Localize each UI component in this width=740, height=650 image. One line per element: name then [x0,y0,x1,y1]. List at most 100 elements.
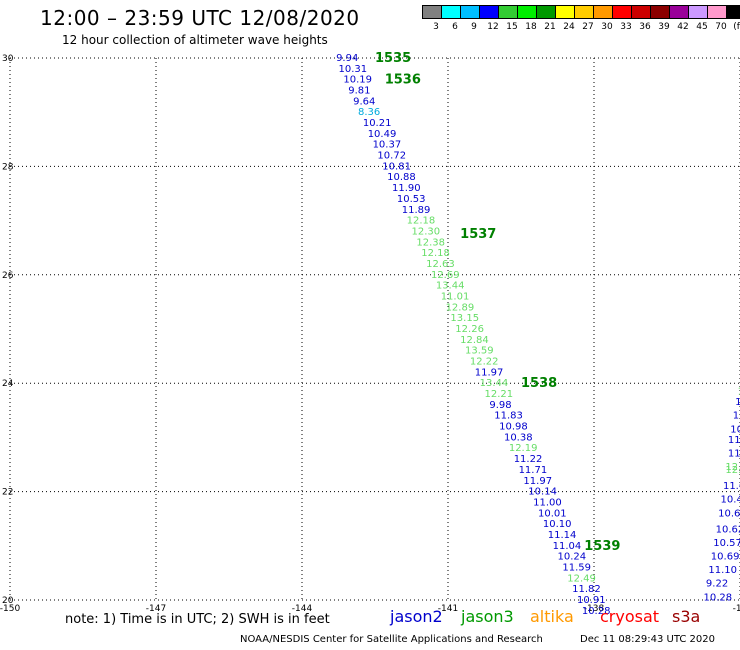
swh-value-label: 9.81 [348,86,370,97]
swh-value-label: 12.26 [455,324,484,335]
swh-value-label: 11.04 [553,541,582,552]
x-tick-label: -141 [438,604,458,614]
legend-label: 70 [715,22,727,32]
swh-value-label: 11.90 [392,183,421,194]
swh-value-label: 12.56 [725,465,740,476]
y-tick-label: 26 [2,271,14,281]
legend-label: 3 [433,22,439,32]
x-tick-label: -144 [292,604,313,614]
swh-value-label: 12.30 [412,226,441,237]
swh-value-label: 12.52 [725,462,740,473]
swh-value-label: 10.01 [538,508,567,519]
orbit-number-label: 1538 [521,376,557,391]
y-tick-label: 24 [2,379,14,389]
swh-value-label: 10.62 [716,525,740,536]
swh-value-label: 11.71 [519,465,548,476]
swh-value-label: 10.19 [343,75,372,86]
satellite-cryosat: cryosat [600,607,660,626]
x-tick-label: -13 [733,604,740,614]
y-tick-label: 28 [2,162,14,172]
swh-value-label: 9.98 [489,400,511,411]
swh-value-label: 10.10 [543,519,572,530]
legend-label: 18 [525,22,537,32]
swh-value-label: 10.53 [397,194,426,205]
swh-value-label: 12.22 [470,357,499,368]
orbit-number-label: 1539 [584,539,620,554]
y-tick-label: 20 [2,596,14,606]
x-tick-label: -138 [584,604,605,614]
swh-value-label: 11.59 [562,562,591,573]
legend-label: 12 [487,22,499,32]
swh-value-label: 11.97 [475,367,504,378]
swh-value-label: 12.69 [431,270,460,281]
swh-value-label: 12.19 [509,443,538,454]
y-tick-label: 30 [2,54,14,64]
swh-value-label: 10.14 [528,487,557,498]
swh-value-label: 9.22 [706,579,728,590]
legend-label: 42 [677,22,689,32]
swh-value-label: 8.36 [358,107,380,118]
legend-label: (ft) [733,22,740,32]
swh-value-label: 11.83 [494,411,523,422]
credit-text: NOAA/NESDIS Center for Satellite Applica… [240,634,543,645]
swh-value-label: 10.37 [373,140,402,151]
swh-value-label: 11.01 [441,291,470,302]
swh-value-label: 10.49 [368,129,397,140]
swh-value-label: 10.69 [711,552,740,563]
orbit-number-label: 1536 [385,73,421,88]
legend-label: 45 [696,22,708,32]
timestamp-text: Dec 11 08:29:43 UTC 2020 [580,634,715,645]
swh-value-label: 11.89 [402,205,431,216]
swh-value-label: 10.21 [363,118,392,129]
swh-value-label: 12.38 [416,237,445,248]
swh-value-label: 11. [733,411,740,422]
legend-label: 9 [471,22,477,32]
swh-value-label: 12.18 [421,248,450,259]
satellite-jason3: jason3 [461,607,514,626]
swh-value-label: 9.64 [353,96,375,107]
swh-value-label: 13 [738,386,740,397]
x-tick-label: -147 [146,604,166,614]
legend-label: 21 [544,22,556,32]
swh-value-label: 12.18 [407,216,436,227]
swh-value-label: 11.8 [728,449,740,460]
swh-value-label: 11.82 [572,584,601,595]
legend-label: 6 [452,22,458,32]
swh-value-label: 11.10 [708,565,737,576]
swh-value-label: 13.44 [480,378,509,389]
swh-value-label: 13.44 [436,281,465,292]
swh-value-label: 10.98 [499,422,528,433]
swh-value-label: 10.28 [704,592,733,603]
legend-label: 27 [582,22,594,32]
swh-value-label: 10.4 [730,424,740,435]
swh-value-label: 11.22 [514,454,543,465]
y-tick-label: 22 [2,488,13,498]
swh-value-label: 10.41 [721,495,740,506]
swh-value-label: 10.38 [504,432,533,443]
swh-value-label: 11 [735,397,740,408]
orbit-number-label: 1535 [375,51,411,66]
units-note: note: 1) Time is in UTC; 2) SWH is in fe… [65,612,330,627]
swh-value-label: 10.88 [387,172,416,183]
satellite-s3a: s3a [672,607,701,626]
legend-label: 36 [639,22,651,32]
swh-value-label: 10.81 [382,161,411,172]
satellite-jason2: jason2 [390,607,443,626]
swh-value-label: 11.97 [523,476,552,487]
legend-label: 30 [601,22,613,32]
satellite-altika: altika [530,607,574,626]
swh-value-label: 12.63 [426,259,455,270]
swh-value-label: 11.69 [723,481,740,492]
swh-value-label: 9.94 [336,53,358,64]
swh-value-label: 10.91 [577,595,606,606]
swh-value-label: 13.15 [450,313,479,324]
swh-value-label: 13.59 [465,346,494,357]
swh-value-label: 12.84 [460,335,489,346]
swh-value-label: 10.72 [377,151,406,162]
swh-value-label: 12.49 [567,573,596,584]
orbit-number-label: 1537 [460,227,496,242]
swh-value-label: 10.28 [582,606,611,617]
legend-label: 15 [506,22,518,32]
legend-label: 39 [658,22,670,32]
